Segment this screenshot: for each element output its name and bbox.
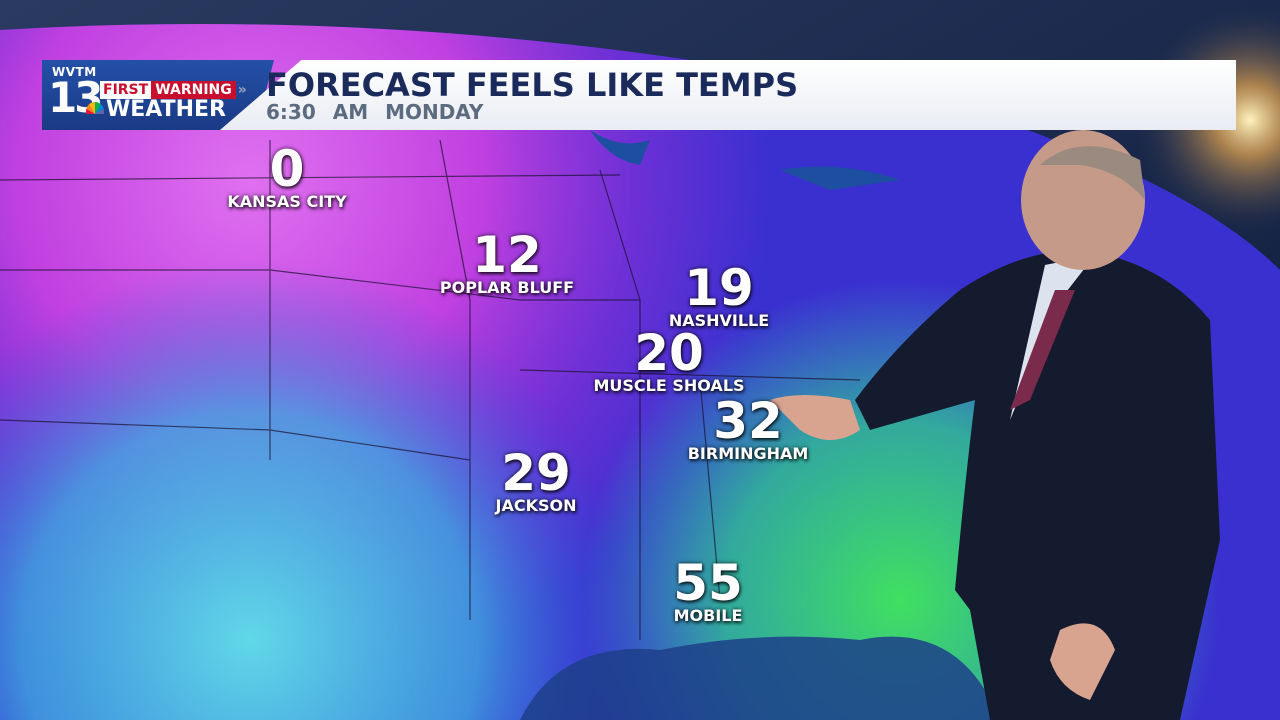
city-nashville: 19 NASHVILLE	[669, 262, 769, 330]
city-name: MOBILE	[673, 606, 743, 625]
temp: 12	[472, 226, 542, 284]
temp: 32	[713, 392, 783, 450]
brand-warning: WARNING	[151, 81, 236, 99]
brand-weather: WEATHER	[106, 97, 227, 122]
city-jackson: 29 JACKSON	[496, 447, 577, 515]
title-panel	[220, 60, 1236, 130]
city-birmingham: 32 BIRMINGHAM	[688, 395, 809, 463]
city-name: NASHVILLE	[668, 311, 770, 330]
page-title: FORECAST FEELS LIKE TEMPS	[266, 66, 799, 104]
channel-number: 13	[48, 73, 103, 122]
city-mobile: 55 MOBILE	[673, 557, 743, 625]
city-name: JACKSON	[495, 496, 577, 515]
city-poplar-bluff: 12 POPLAR BLUFF	[440, 229, 574, 297]
temp: 20	[634, 324, 704, 382]
temp: 0	[269, 140, 305, 198]
first-warning-badge: FIRST WARNING »	[100, 81, 247, 99]
city-name: KANSAS CITY	[227, 192, 347, 211]
station-logo: WVTM 13 FIRST WARNING » WEATHER	[42, 60, 274, 130]
city-muscle-shoals: 20 MUSCLE SHOALS	[593, 327, 744, 395]
temp: 29	[501, 444, 571, 502]
temp: 55	[673, 554, 743, 612]
call-letters: WVTM	[52, 65, 97, 79]
day: MONDAY	[385, 100, 484, 124]
city-name: POPLAR BLUFF	[439, 278, 575, 297]
city-kansas-city: 0 KANSAS CITY	[227, 143, 346, 211]
city-name: MUSCLE SHOALS	[593, 376, 745, 395]
city-name: BIRMINGHAM	[687, 444, 809, 463]
peacock-icon	[86, 102, 104, 114]
chevron-right-icon: »	[237, 82, 247, 98]
lower-third-banner: WVTM 13 FIRST WARNING » WEATHER FORECAST…	[42, 60, 1236, 130]
time: 6:30 AM	[266, 100, 369, 124]
brand-first: FIRST	[100, 81, 152, 99]
temp: 19	[684, 259, 754, 317]
forecast-time: 6:30 AM MONDAY	[266, 100, 483, 124]
